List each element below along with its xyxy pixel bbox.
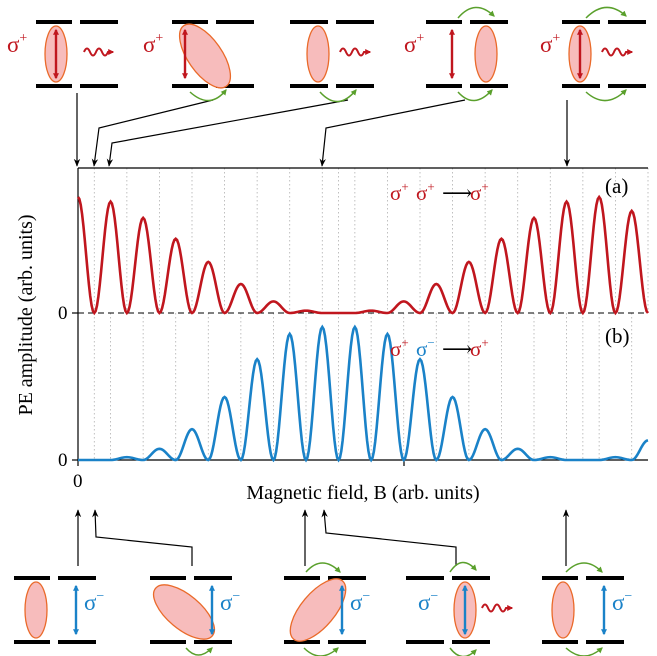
top-connectors (73, 93, 571, 167)
spin-flip-arrow-top (457, 6, 495, 19)
plot-area: 0 0 0 (a) (b) PE amplitude (arb. units) … (15, 167, 650, 504)
connector-top-2 (91, 99, 214, 167)
coherence-ellipse (152, 584, 216, 640)
photon-emission-icon (601, 47, 634, 57)
energy-levels (406, 576, 490, 644)
level-diagram-top-2: σ+ (143, 20, 254, 102)
coherence-ellipse (289, 578, 347, 642)
spin-flip-arrow (319, 89, 357, 103)
sigma-plus-label: σ+ (7, 31, 27, 57)
spin-flip-arrow-bottom (457, 89, 493, 102)
connector-bottom-4 (321, 509, 457, 566)
coherence-ellipse (178, 23, 232, 89)
annotation-b-s1: σ+ (390, 335, 409, 361)
annotation-b-s3: σ+ (470, 335, 489, 361)
photon-emission-icon (83, 47, 115, 57)
coherence-ellipse (24, 581, 48, 639)
energy-levels (562, 20, 646, 88)
panel-label-b: (b) (605, 324, 630, 348)
x-axis-label: Magnetic field, B (arb. units) (246, 482, 479, 504)
zero-label-b: 0 (58, 450, 68, 471)
level-diagram-top-1: σ+ (7, 20, 118, 88)
spin-flip-arrow-bottom (585, 89, 627, 102)
sigma-minus-label: σ− (418, 589, 438, 615)
panel-label-a: (a) (605, 174, 628, 198)
photon-emission-icon (481, 603, 514, 613)
coherence-ellipse (551, 581, 575, 639)
sigma-plus-label: σ+ (540, 31, 560, 57)
level-diagram-bottom-5: σ− (542, 562, 632, 656)
spin-flip-arrow-bottom (303, 647, 339, 656)
sigma-plus-label: σ+ (404, 31, 424, 57)
energy-levels (14, 576, 96, 644)
spin-flip-arrow-top (449, 561, 477, 573)
level-diagram-top-5: σ+ (540, 6, 646, 102)
spin-flip-arrow-bottom (565, 647, 603, 656)
y-axis-label: PE amplitude (arb. units) (15, 214, 37, 415)
sigma-minus-label: σ− (612, 589, 632, 615)
level-diagram-bottom-3: σ− (284, 562, 370, 656)
spin-flip-arrow-top (565, 562, 603, 573)
energy-levels (426, 20, 508, 88)
photon-emission-icon (339, 47, 372, 57)
sigma-minus-label: σ− (350, 589, 370, 615)
annotation-a-arrow: ⟶ (442, 181, 472, 205)
series-line-b (78, 324, 649, 463)
sigma-plus-label: σ+ (143, 31, 163, 57)
coherence-ellipse (474, 25, 498, 83)
level-diagram-top-3 (290, 20, 374, 103)
grid-lines-a (93, 168, 649, 313)
grid-lines-b (93, 313, 633, 460)
coherence-ellipse (306, 25, 330, 83)
connector-top-4 (319, 99, 466, 167)
energy-levels (290, 20, 374, 88)
level-diagram-top-4: σ+ (404, 6, 508, 102)
bottom-connectors (74, 509, 570, 566)
energy-levels (36, 20, 118, 88)
zero-label-a: 0 (58, 303, 68, 324)
energy-levels (542, 576, 624, 644)
annotation-a-s2: σ+ (416, 179, 435, 205)
series-line-a (76, 194, 650, 316)
sigma-minus-label: σ− (84, 589, 104, 615)
level-diagram-bottom-2: σ− (150, 576, 240, 656)
sigma-minus-label: σ− (220, 589, 240, 615)
level-diagram-bottom-1: σ− (14, 576, 104, 644)
annotation-a-s3: σ+ (470, 179, 489, 205)
energy-levels (150, 576, 232, 644)
annotation-a: σ+ σ+ ⟶ σ+ (390, 179, 489, 205)
level-diagram-bottom-4: σ− (406, 561, 514, 656)
spin-flip-arrow (185, 647, 213, 656)
spin-flip-arrow-top (305, 562, 341, 573)
x-tick-label-0: 0 (73, 471, 83, 492)
spin-flip-arrow-top (585, 6, 627, 19)
annotation-a-s1: σ+ (390, 179, 409, 205)
energy-levels (172, 20, 254, 88)
spin-flip-arrow (189, 89, 227, 102)
annotation-b: σ+ σ− ⟶ σ+ (390, 335, 489, 361)
connector-top-3 (106, 99, 349, 167)
energy-levels (284, 576, 366, 644)
connector-bottom-2 (92, 509, 193, 566)
annotation-b-arrow: ⟶ (442, 337, 472, 361)
spin-flip-arrow-bottom (449, 647, 477, 656)
annotation-b-s2: σ− (416, 335, 435, 361)
